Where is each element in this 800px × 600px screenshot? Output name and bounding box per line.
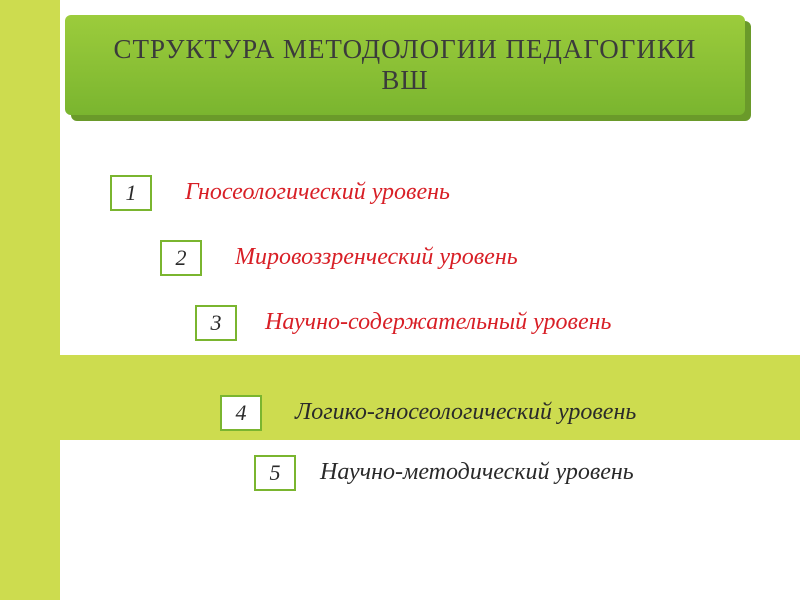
level-number-1: 1 [126,180,137,206]
level-label-5: Научно-методический уровень [320,459,634,486]
title-banner: СТРУКТУРА МЕТОДОЛОГИИ ПЕДАГОГИКИ ВШ [65,15,745,115]
level-number-box-3: 3 [195,305,237,341]
mid-band [0,355,800,440]
level-number-box-5: 5 [254,455,296,491]
level-number-5: 5 [270,460,281,486]
level-number-4: 4 [236,400,247,426]
left-stripe [0,0,60,600]
title-text: СТРУКТУРА МЕТОДОЛОГИИ ПЕДАГОГИКИ ВШ [95,34,715,96]
level-number-2: 2 [176,245,187,271]
level-label-2: Мировоззренческий уровень [235,244,518,271]
level-number-3: 3 [211,310,222,336]
level-number-box-1: 1 [110,175,152,211]
level-label-1: Гносеологический уровень [185,179,450,206]
level-label-4: Логико-гносеологический уровень [295,399,636,426]
slide: СТРУКТУРА МЕТОДОЛОГИИ ПЕДАГОГИКИ ВШ 1 Гно… [0,0,800,600]
level-number-box-2: 2 [160,240,202,276]
level-number-box-4: 4 [220,395,262,431]
level-label-3: Научно-содержательный уровень [265,309,611,336]
